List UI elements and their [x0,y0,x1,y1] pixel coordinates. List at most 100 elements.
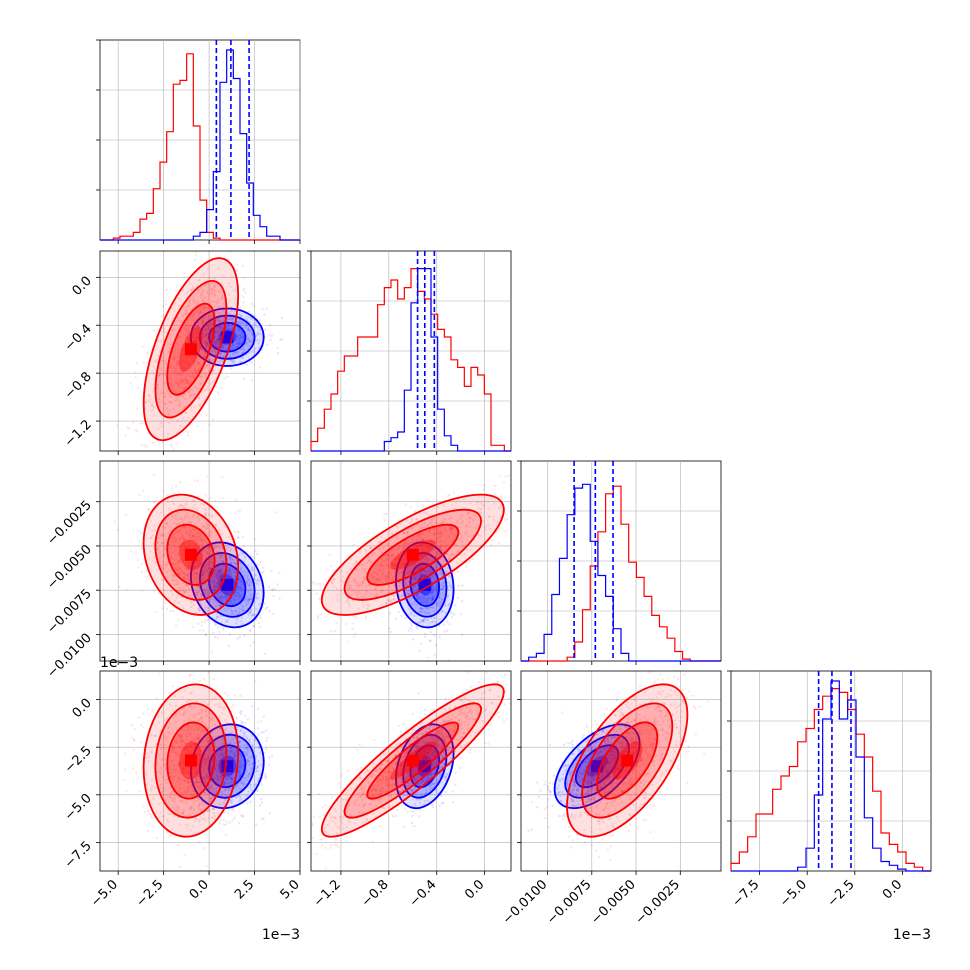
scatter-point [380,560,384,563]
scatter-point [441,563,444,566]
scatter-point [204,344,208,348]
scatter-point [318,597,321,601]
scatter-point [407,629,410,632]
scatter-point [212,358,216,361]
scatter-point [233,571,236,574]
scatter-point [380,563,383,567]
scatter-point [141,422,144,425]
scatter-point [183,546,186,549]
scatter-point [438,552,441,556]
scatter-point [173,399,177,402]
scatter-point [205,307,208,310]
scatter-point [433,616,436,619]
scatter-point [418,534,421,538]
scatter-point [188,363,191,366]
scatter-point [436,537,439,540]
scatter-point [229,557,232,560]
scatter-point [198,559,201,562]
scatter-point [432,584,435,587]
scatter-point [235,622,238,625]
scatter-point [260,797,263,801]
scatter-point [162,554,166,557]
scatter-point [210,359,213,363]
scatter-point [313,582,316,585]
scatter-point [412,563,416,566]
scatter-point [431,564,434,567]
scatter-point [166,571,169,574]
scatter-point [209,288,213,291]
scatter-point [173,356,176,359]
scatter-point [183,521,186,525]
scatter-point [264,335,267,338]
scatter-point [419,610,422,614]
scatter-point [156,383,160,387]
scatter-point [202,629,205,632]
scatter-point [247,591,250,594]
scatter-point [256,789,259,792]
scatter-point [218,597,221,600]
scatter-point [209,333,213,336]
scatter-point [441,587,445,590]
scatter-point [218,596,221,599]
scatter-point [184,313,187,316]
scatter-point [448,574,451,578]
scatter-point [397,544,401,548]
scatter-point [427,593,431,597]
scatter-point [226,619,229,622]
scatter-point [151,441,155,444]
scatter-point [241,622,244,626]
scatter-point [178,544,182,548]
scatter-point [418,558,422,561]
scatter-point [198,404,201,407]
scatter-point [165,522,168,525]
scatter-point [209,338,212,341]
scatter-point [206,593,209,596]
scatter-point [392,579,395,582]
scatter-point [242,609,245,612]
scatter-point [175,546,178,549]
scatter-point [180,535,184,539]
scatter-point [211,587,215,590]
scatter-point [245,602,248,606]
scatter-point [311,581,315,584]
scatter-point [392,575,396,578]
scatter-point [216,579,220,582]
scatter-point [268,324,272,327]
scatter-point [246,718,249,721]
scatter-point [182,312,186,316]
scatter-point [424,632,427,636]
scatter-point [252,641,255,644]
scatter-point [219,591,223,594]
scatter-point [378,568,382,572]
scatter-point [186,304,190,308]
scatter-point [388,585,391,588]
scatter-point [449,565,452,569]
scatter-point [182,576,186,579]
scatter-point [194,332,197,335]
scatter-point [217,315,220,318]
scatter-point [240,608,243,611]
scatter-point [205,341,209,344]
scatter-point [211,322,214,326]
scatter-point [160,564,163,567]
scatter-point [169,366,172,369]
scatter-point [422,569,426,572]
scatter-point [203,324,206,328]
scatter-point [353,635,356,638]
scatter-point [423,593,427,597]
scatter-point [185,327,189,331]
scatter-point [181,518,184,522]
scatter-point [206,387,209,391]
scatter-point [404,562,407,565]
scatter-point [207,325,210,329]
scatter-point [235,343,238,346]
scatter-point [171,579,174,582]
scatter-point [177,380,180,383]
scatter-point [141,345,144,348]
scatter-point [197,338,200,342]
scatter-point [239,603,243,606]
scatter-point [398,581,401,584]
scatter-point [440,533,443,537]
scatter-point [382,572,385,575]
scatter-point [385,601,388,605]
